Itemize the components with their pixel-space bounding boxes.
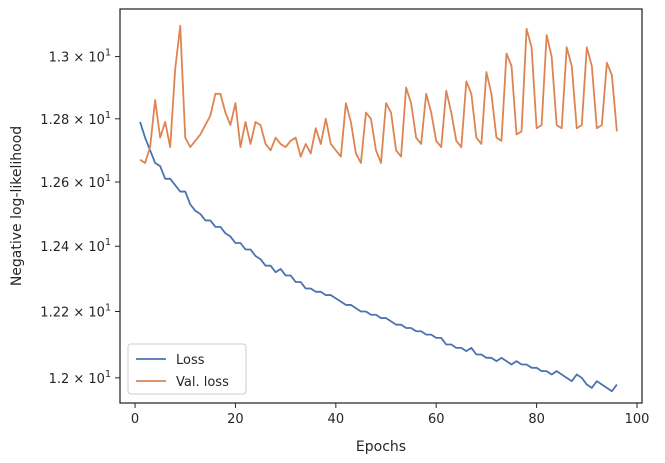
x-tick-label: 60 <box>428 412 445 427</box>
x-tick-label: 0 <box>131 412 139 427</box>
series-line-loss <box>139 121 618 393</box>
y-tick-label: 1.3 × 101 <box>49 48 111 66</box>
y-tick-label: 1.28 × 101 <box>40 110 111 128</box>
legend-label-val-loss: Val. loss <box>176 375 229 390</box>
legend-label-loss: Loss <box>176 353 205 368</box>
y-tick-label: 1.22 × 101 <box>40 302 111 320</box>
x-axis-title: Epochs <box>356 439 406 455</box>
ticks-layer: 0 20 40 60 80 100 1.2 × 101 1.22 × 101 1.24 × 10… <box>40 48 649 427</box>
plot-frame <box>119 8 643 404</box>
y-axis-title: Negative log-likelihood <box>9 126 25 286</box>
y-tick-label: 1.24 × 101 <box>40 237 111 255</box>
y-tick-label: 1.2 × 101 <box>49 369 111 387</box>
legend: Loss Val. loss <box>127 343 247 395</box>
x-tick-label: 20 <box>227 412 244 427</box>
x-tick-label: 100 <box>625 412 650 427</box>
x-tick-label: 80 <box>528 412 545 427</box>
series-layer <box>139 24 618 393</box>
y-tick-label: 1.26 × 101 <box>40 173 111 191</box>
x-tick-label: 40 <box>328 412 345 427</box>
series-line-val-loss <box>139 24 618 164</box>
